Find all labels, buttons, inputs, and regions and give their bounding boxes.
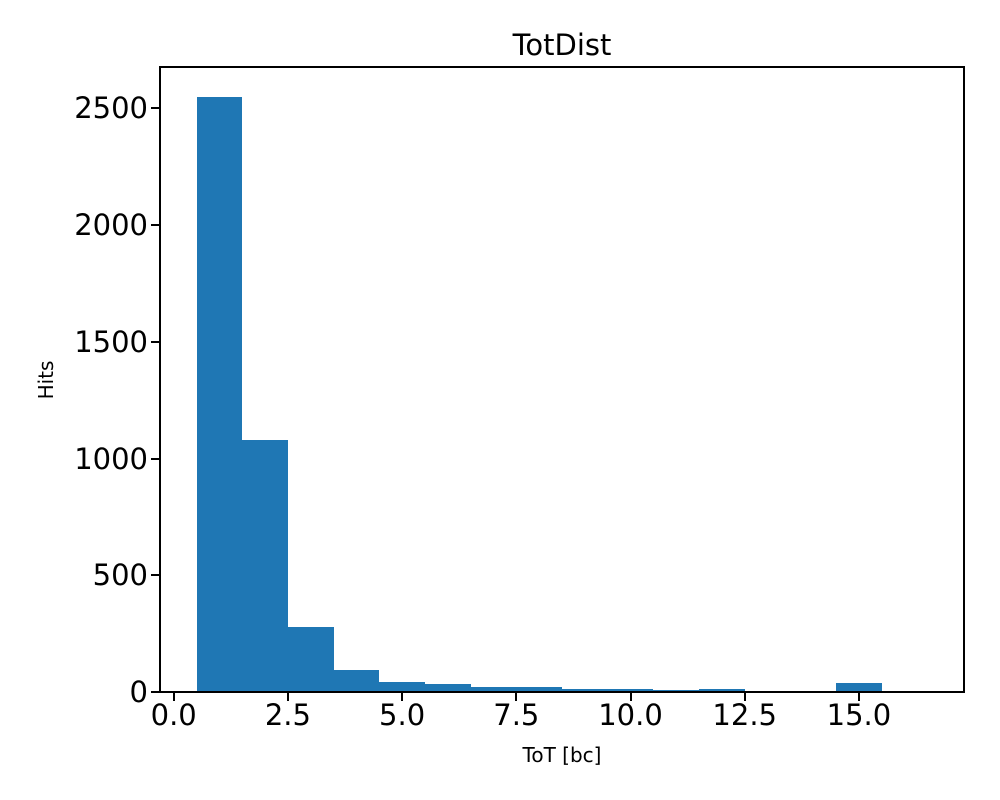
y-axis-tick (151, 457, 159, 460)
y-tick-label: 2000 (74, 208, 148, 243)
x-axis-tick (515, 693, 518, 701)
y-axis-tick (151, 107, 159, 110)
x-tick-label: 12.5 (712, 698, 777, 732)
x-tick-label: 5.0 (379, 698, 426, 732)
y-tick-label: 2500 (74, 91, 148, 126)
histogram-bar (516, 686, 562, 692)
histogram-bar (562, 689, 608, 692)
x-axis-tick (401, 693, 404, 701)
x-tick-label: 7.5 (493, 698, 540, 732)
x-tick-label: 15.0 (826, 698, 892, 732)
histogram-bar (699, 688, 745, 692)
bottom-spine (159, 691, 965, 693)
top-spine (159, 66, 965, 68)
x-axis-label: ToT [bc] (522, 743, 602, 767)
histogram-bar (607, 688, 654, 692)
histogram-bar (470, 687, 517, 692)
histogram-bar (287, 627, 334, 692)
y-axis-label: Hits (34, 360, 58, 400)
y-tick-label: 500 (92, 558, 148, 593)
y-tick-label: 0 (129, 675, 148, 709)
histogram-bar (379, 682, 425, 692)
histogram-bar (424, 684, 471, 692)
histogram-bar (836, 683, 882, 692)
right-spine (963, 66, 965, 693)
y-axis-tick (151, 574, 159, 577)
chart-title: TotDist (512, 28, 612, 62)
x-tick-label: 10.0 (598, 698, 663, 732)
y-axis-tick (151, 691, 159, 693)
y-axis-tick (151, 340, 159, 343)
x-axis-tick (629, 693, 632, 701)
y-tick-label: 1500 (74, 324, 148, 359)
x-axis-tick (286, 693, 289, 701)
plot-area (160, 67, 964, 692)
x-axis-tick (172, 693, 175, 701)
x-tick-label: 2.5 (264, 698, 311, 732)
histogram-bar (242, 439, 288, 692)
left-spine (159, 66, 161, 693)
x-axis-tick (743, 693, 746, 701)
x-axis-tick (857, 693, 860, 701)
y-axis-tick (151, 224, 159, 227)
histogram-bar (196, 96, 243, 692)
y-tick-label: 1000 (74, 441, 148, 476)
x-tick-label: 0.0 (150, 698, 197, 732)
histogram-bar (333, 669, 380, 692)
